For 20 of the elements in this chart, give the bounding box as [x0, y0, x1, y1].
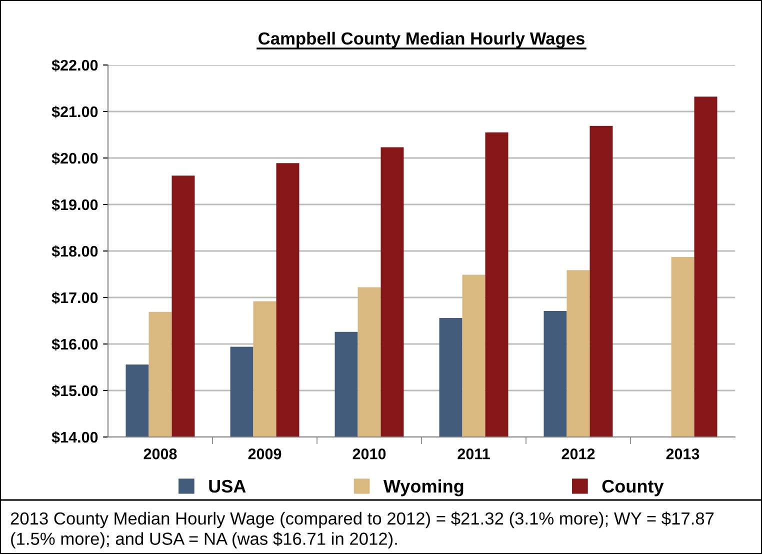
y-tick-label: $15.00	[52, 384, 98, 398]
y-tick-label: $14.00	[52, 431, 98, 444]
legend-label: County	[602, 480, 664, 496]
y-tick-label: $17.00	[52, 292, 98, 304]
x-tick-label: 2013	[666, 448, 700, 460]
x-tick-label: 2010	[352, 448, 386, 460]
y-tick-label: $19.00	[52, 198, 98, 212]
x-tick-label: 2009	[248, 448, 282, 460]
chart-title: Campbell County Median Hourly Wages	[258, 32, 584, 48]
y-tick-label: $21.00	[52, 106, 98, 118]
x-tick-label: 2011	[458, 448, 490, 460]
y-tick-label: $22.00	[52, 59, 98, 72]
legend-label: Wyoming	[383, 479, 464, 496]
x-tick-label: 2008	[144, 448, 177, 460]
x-tick-label: 2012	[562, 448, 595, 460]
text: 2013 County Median Hourly Wage (compared to 2012) = $21.32 (3.1% more); WY = $17.87 (1.5% more); and USA = NA (was $16.71 in 2012).	[10, 512, 714, 548]
y-tick-label: $16.00	[52, 338, 98, 351]
y-tick-label: $20.00	[52, 152, 98, 165]
y-tick-label: $18.00	[52, 245, 98, 258]
legend-label: USA	[209, 480, 246, 493]
